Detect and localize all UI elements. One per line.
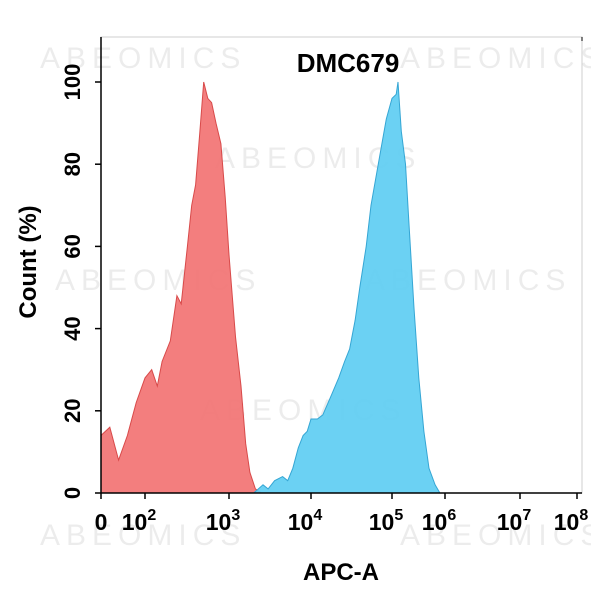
- y-tick-label: 100: [60, 64, 85, 101]
- watermark-text: ABEOMICS: [40, 42, 246, 75]
- y-tick-label: 0: [60, 487, 85, 499]
- x-axis-title: APC-A: [303, 559, 379, 586]
- y-tick-label: 40: [60, 316, 85, 340]
- y-axis-title: Count (%): [15, 205, 42, 318]
- axes-layer: [95, 37, 583, 499]
- y-tick-label: 80: [60, 152, 85, 176]
- x-tick-label: 108: [554, 507, 589, 535]
- series-layer: [100, 81, 441, 494]
- y-tick-label: 60: [60, 234, 85, 258]
- chart-title: DMC679: [297, 48, 400, 78]
- y-tick-labels: 0 20 40 60 80 100: [60, 64, 85, 499]
- x-tick-label: 105: [369, 507, 404, 535]
- x-tick-label: 0: [95, 509, 108, 535]
- histogram-series-2: [252, 81, 441, 494]
- watermark-text: ABEOMICS: [400, 519, 591, 552]
- watermark-text: ABEOMICS: [400, 42, 591, 75]
- y-tick-label: 20: [60, 399, 85, 423]
- x-tick-label: 104: [288, 507, 323, 535]
- histogram-series-1: [100, 81, 264, 494]
- watermark-text: ABEOMICS: [40, 519, 246, 552]
